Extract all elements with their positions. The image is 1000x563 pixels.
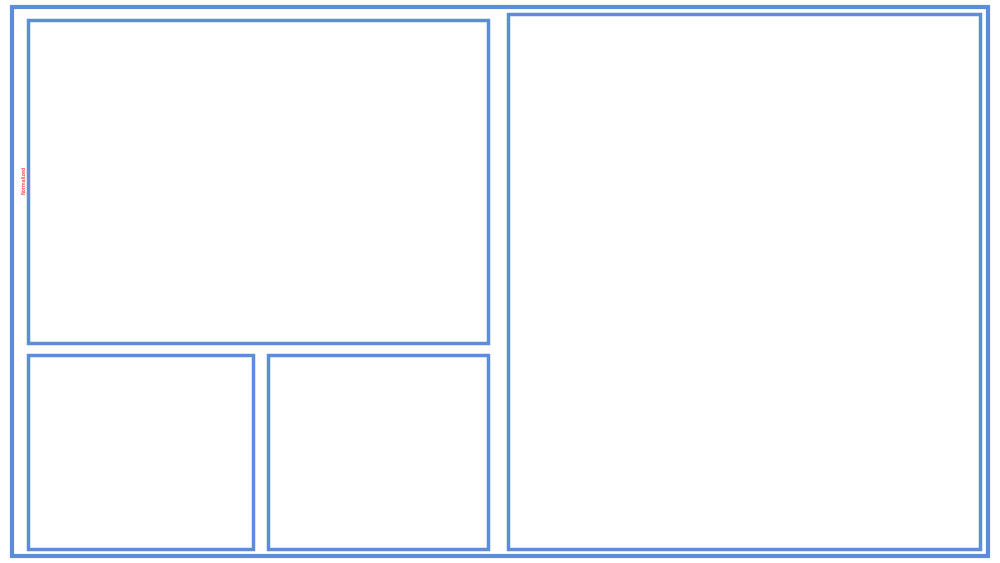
Text: C1 - 50%: C1 - 50% (313, 43, 347, 52)
Circle shape (725, 427, 756, 463)
Text: Electron éjecté: Electron éjecté (572, 451, 641, 461)
Circle shape (697, 123, 752, 184)
Circle shape (739, 439, 755, 457)
Text: Affichage des données: Affichage des données (747, 156, 866, 166)
Text: services: services (96, 474, 193, 494)
Text: |||||
|||||: ||||| ||||| (378, 405, 390, 421)
Circle shape (778, 436, 794, 455)
Y-axis label: Normalized: Normalized (22, 166, 27, 194)
Circle shape (124, 381, 212, 468)
Text: Stockage: Stockage (843, 182, 892, 192)
X-axis label: keV: keV (255, 337, 265, 342)
Circle shape (413, 453, 430, 468)
Circle shape (712, 410, 737, 439)
Text: L: L (840, 477, 845, 486)
FancyBboxPatch shape (677, 323, 804, 389)
FancyBboxPatch shape (326, 371, 442, 504)
FancyBboxPatch shape (332, 486, 436, 506)
FancyBboxPatch shape (702, 276, 772, 323)
Circle shape (142, 397, 194, 450)
FancyBboxPatch shape (347, 359, 422, 386)
FancyBboxPatch shape (677, 30, 804, 389)
Text: Fenêtre de sécurité: Fenêtre de sécurité (768, 343, 869, 353)
FancyBboxPatch shape (511, 38, 670, 361)
Circle shape (758, 393, 778, 415)
FancyBboxPatch shape (552, 53, 629, 84)
Circle shape (703, 393, 723, 415)
Wedge shape (144, 381, 188, 468)
Ellipse shape (545, 38, 636, 74)
Text: Electron de la couche externe
qui descend pour combler le vide
en émettant un ph: Electron de la couche externe qui descen… (541, 379, 693, 409)
Ellipse shape (824, 161, 924, 212)
FancyBboxPatch shape (350, 490, 418, 541)
Circle shape (827, 463, 859, 499)
FancyBboxPatch shape (686, 235, 790, 310)
Polygon shape (799, 35, 963, 153)
Circle shape (94, 397, 147, 450)
Circle shape (725, 434, 742, 452)
Text: K: K (813, 477, 818, 486)
Text: B1 - 10%: B1 - 10% (313, 63, 347, 72)
Circle shape (728, 344, 753, 373)
Circle shape (854, 463, 886, 499)
Text: M: M (866, 477, 873, 486)
FancyBboxPatch shape (137, 416, 200, 432)
Circle shape (599, 409, 619, 431)
FancyBboxPatch shape (702, 222, 772, 269)
Circle shape (651, 436, 667, 455)
Text: Générateur de
rayons X: Générateur de rayons X (768, 286, 839, 307)
FancyBboxPatch shape (686, 182, 790, 256)
Circle shape (814, 436, 830, 455)
Text: Détecteur: Détecteur (706, 297, 759, 307)
Circle shape (77, 381, 164, 468)
FancyBboxPatch shape (527, 289, 654, 343)
Circle shape (799, 463, 831, 499)
FancyBboxPatch shape (352, 392, 416, 434)
Circle shape (614, 436, 631, 455)
Circle shape (687, 436, 703, 455)
Text: Traitement du signal: Traitement du signal (729, 240, 836, 251)
FancyBboxPatch shape (548, 323, 634, 361)
Text: A1 - 2%: A1 - 2% (313, 83, 342, 92)
FancyBboxPatch shape (346, 387, 423, 440)
Circle shape (126, 406, 162, 442)
Wedge shape (582, 266, 899, 445)
Circle shape (117, 397, 172, 452)
Wedge shape (117, 397, 144, 452)
Wedge shape (135, 397, 172, 451)
Wedge shape (101, 381, 144, 468)
Text: Stockage: Stockage (851, 182, 898, 191)
FancyBboxPatch shape (541, 217, 641, 258)
FancyBboxPatch shape (539, 93, 642, 209)
